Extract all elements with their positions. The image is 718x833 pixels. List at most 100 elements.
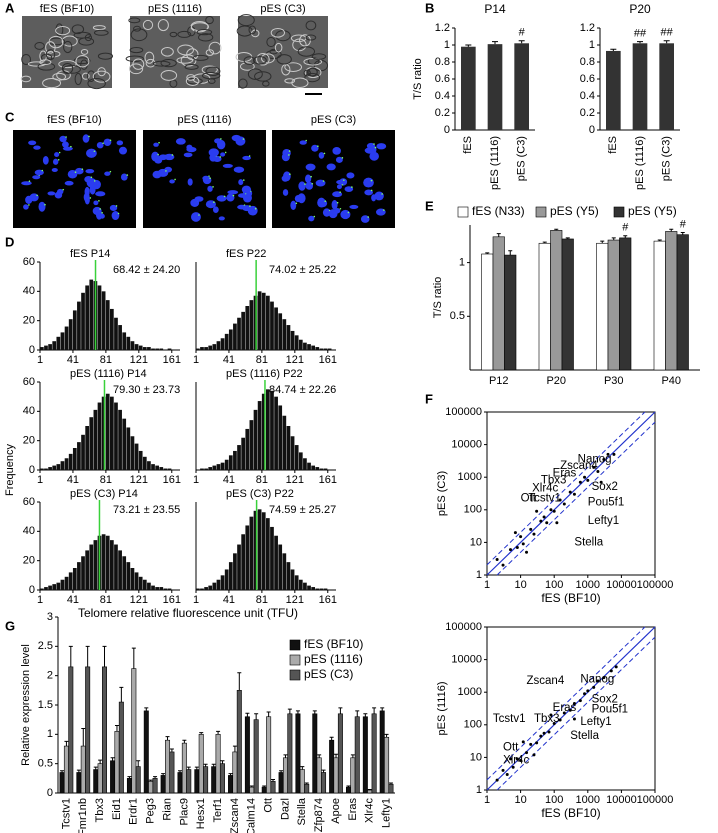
cell — [34, 42, 45, 50]
error-bar — [262, 785, 267, 788]
bar — [619, 237, 632, 371]
x-tick-label: 1 — [37, 354, 43, 366]
histogram-bar — [327, 348, 332, 350]
bar — [194, 769, 200, 794]
scatter-point — [539, 734, 543, 738]
histogram-bar — [278, 405, 283, 470]
x-tick-label: Ott — [263, 798, 275, 813]
x-tick-label: 1 — [193, 474, 199, 486]
scatter-point — [599, 480, 603, 484]
x-tick-label: 81 — [256, 474, 268, 486]
bar — [228, 775, 234, 794]
y-tick-label: 1000 — [458, 686, 482, 698]
scatter-point — [555, 521, 559, 525]
y-axis-label: pES (C3) — [436, 471, 448, 516]
chromosome — [368, 144, 377, 155]
x-tick-label: 161 — [163, 474, 181, 486]
error-bar — [131, 647, 136, 669]
chromosome — [220, 152, 226, 157]
error-bar — [287, 708, 292, 714]
bar — [186, 769, 192, 794]
error-bar — [177, 770, 182, 773]
histogram-bar — [60, 579, 65, 590]
telomere-signal — [212, 186, 214, 188]
bar — [232, 751, 238, 794]
error-bar — [245, 712, 250, 717]
histogram-bar — [319, 588, 324, 590]
chromosome — [62, 141, 69, 148]
cell — [142, 19, 154, 31]
gene-label: Eras — [553, 468, 577, 480]
panel-letter: G — [5, 618, 15, 633]
cell — [201, 65, 218, 75]
gene-label: Zscan4 — [560, 460, 598, 472]
legend-swatch — [289, 654, 301, 666]
x-tick-label: 100000 — [637, 794, 674, 806]
scatter-point — [606, 452, 610, 456]
plot-frame — [486, 411, 656, 576]
histogram-bar — [101, 291, 106, 350]
chromosome — [374, 191, 384, 201]
gene-label: Pou5f1 — [588, 496, 624, 508]
telomere-signal — [109, 139, 112, 142]
x-tick-label: 1000 — [576, 794, 600, 806]
x-tick-label: pES (C3) — [516, 136, 528, 181]
chromosome — [208, 148, 219, 157]
histogram-bar — [151, 348, 155, 350]
identity-line — [486, 411, 656, 576]
telomere-signal — [374, 146, 377, 149]
error-bar — [623, 235, 628, 238]
chromosome — [364, 189, 373, 196]
x-tick-label: 161 — [319, 474, 337, 486]
cell — [160, 59, 177, 68]
histogram-bar — [245, 306, 250, 350]
histogram-bar — [323, 348, 328, 350]
bar — [63, 745, 69, 794]
gene-label: Lefty1 — [588, 515, 619, 527]
telomere-signal — [158, 141, 160, 144]
scatter-point — [532, 532, 536, 536]
y-tick-label: 1 — [476, 569, 482, 581]
x-tick-label: 161 — [319, 354, 337, 366]
cell — [237, 14, 255, 27]
cell — [238, 78, 248, 89]
histogram-bar — [266, 295, 270, 350]
y-tick-label: 0.5 — [38, 758, 53, 770]
histogram-bar — [114, 544, 118, 590]
telomere-signal — [242, 138, 245, 140]
histogram-bar — [311, 587, 316, 590]
error-bar — [199, 732, 204, 735]
histogram-bar — [159, 467, 164, 470]
histogram-bar — [138, 450, 143, 470]
y-tick-label: 0.4 — [435, 90, 450, 102]
cell — [92, 70, 111, 83]
bar — [299, 769, 305, 794]
cell — [239, 62, 255, 71]
error-bar — [169, 748, 174, 752]
x-tick-label: Stella — [296, 797, 308, 825]
histogram-bar — [89, 279, 94, 350]
chromosome — [21, 181, 32, 186]
histogram-bar — [298, 579, 303, 590]
scatter-point — [505, 772, 509, 776]
scatter-point — [521, 740, 525, 744]
chromosome — [75, 167, 84, 175]
histogram-bar — [130, 341, 135, 350]
histogram-bar — [196, 588, 200, 590]
telomere-signal — [213, 201, 215, 204]
micrograph — [22, 16, 112, 88]
error-bar — [496, 233, 501, 237]
cell — [262, 80, 270, 87]
histogram-bar — [126, 336, 131, 350]
x-tick-label: 1 — [484, 579, 490, 591]
error-bar — [492, 41, 498, 45]
scatter-point — [521, 542, 525, 546]
histogram-bar — [40, 347, 44, 350]
bar — [333, 757, 339, 794]
histogram-bar — [101, 534, 106, 590]
x-tick-label: Hesx1 — [195, 798, 207, 829]
legend-label: fES (N33) — [472, 204, 525, 218]
histogram-bar — [261, 292, 266, 350]
histogram-bar — [151, 464, 155, 470]
histogram-bar — [204, 587, 208, 590]
